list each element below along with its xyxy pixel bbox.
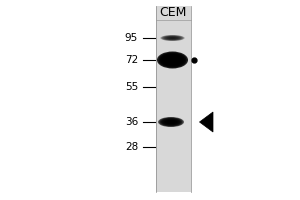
- Ellipse shape: [168, 37, 177, 39]
- Ellipse shape: [167, 120, 175, 123]
- Text: 72: 72: [125, 55, 138, 65]
- Ellipse shape: [163, 119, 179, 125]
- Ellipse shape: [162, 118, 180, 126]
- Ellipse shape: [170, 121, 172, 122]
- Ellipse shape: [157, 51, 188, 68]
- Ellipse shape: [164, 36, 181, 40]
- Ellipse shape: [166, 57, 179, 63]
- Ellipse shape: [171, 59, 174, 61]
- Ellipse shape: [159, 117, 183, 127]
- Text: 95: 95: [125, 33, 138, 43]
- Ellipse shape: [169, 58, 175, 62]
- Ellipse shape: [167, 36, 178, 40]
- Ellipse shape: [163, 55, 182, 65]
- Ellipse shape: [158, 52, 187, 68]
- Ellipse shape: [160, 53, 185, 67]
- Ellipse shape: [169, 37, 176, 39]
- Text: 55: 55: [125, 82, 138, 92]
- Ellipse shape: [168, 57, 177, 63]
- Ellipse shape: [161, 118, 181, 126]
- Ellipse shape: [162, 35, 183, 41]
- Ellipse shape: [166, 120, 176, 124]
- Ellipse shape: [170, 37, 175, 39]
- Ellipse shape: [160, 35, 184, 41]
- Ellipse shape: [158, 117, 184, 127]
- Ellipse shape: [164, 119, 178, 124]
- Bar: [156, 6, 190, 192]
- Ellipse shape: [165, 56, 180, 64]
- Text: 28: 28: [125, 142, 138, 152]
- Ellipse shape: [165, 36, 180, 40]
- Text: CEM: CEM: [159, 6, 186, 20]
- Ellipse shape: [168, 121, 174, 123]
- Polygon shape: [200, 112, 213, 132]
- Ellipse shape: [163, 36, 182, 40]
- Text: 36: 36: [125, 117, 138, 127]
- Ellipse shape: [162, 54, 183, 66]
